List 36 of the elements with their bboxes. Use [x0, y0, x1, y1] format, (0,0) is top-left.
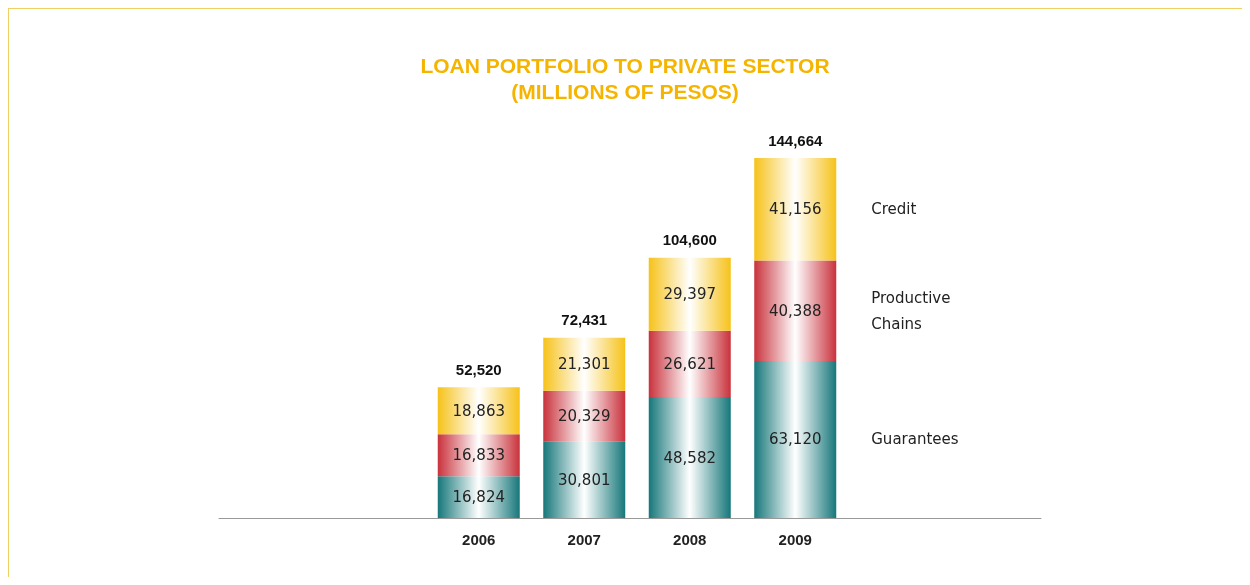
chart-title: LOAN PORTFOLIO TO PRIVATE SECTOR (MILLIONS OF PESOS): [420, 53, 830, 103]
x-tick-label: 2008: [673, 531, 707, 548]
total-label: 104,600: [662, 231, 717, 249]
data-label: 63,120: [769, 430, 822, 449]
data-label: 48,582: [663, 448, 716, 467]
bar: [648, 257, 731, 331]
bar: [543, 390, 626, 442]
bar: [648, 397, 731, 518]
data-label: 20,329: [558, 407, 611, 426]
bar: [543, 441, 626, 518]
x-tick-label: 2006: [462, 531, 496, 548]
data-label: 29,397: [663, 285, 716, 304]
text: Guarantees: [871, 430, 959, 449]
data-label: 41,156: [769, 200, 822, 219]
bar: [754, 360, 837, 518]
x-tick-label: 2009: [778, 531, 812, 548]
bar: [754, 158, 837, 261]
data-label: 18,863: [452, 401, 505, 420]
data-label: 16,824: [452, 488, 505, 507]
data-label: 26,621: [663, 354, 716, 373]
text: Productive Chains: [871, 288, 956, 333]
total-label: 72,431: [561, 311, 608, 329]
data-label: 21,301: [558, 355, 611, 374]
bar: [437, 434, 520, 477]
total-label: 144,664: [768, 131, 824, 149]
bar: [437, 387, 520, 435]
text: Credit: [871, 200, 917, 219]
bar: [648, 330, 731, 398]
bar: [437, 476, 520, 518]
data-label: 30,801: [558, 470, 611, 489]
bar: [754, 260, 837, 361]
x-tick-label: 2007: [567, 531, 601, 548]
data-label: 40,388: [769, 301, 822, 320]
bar: [543, 337, 626, 391]
data-label: 16,833: [452, 446, 505, 465]
total-label: 52,520: [455, 360, 502, 378]
